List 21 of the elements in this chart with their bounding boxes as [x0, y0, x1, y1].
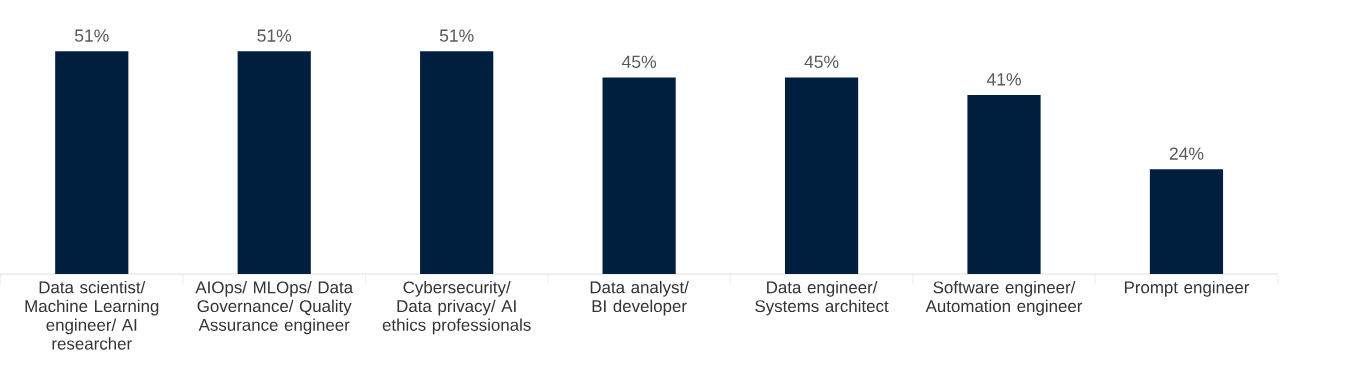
data-label: 45%	[804, 55, 839, 69]
bar	[967, 94, 1041, 275]
x-tick-label: Cybersecurity/ Data privacy/ AI ethics professionals	[382, 280, 531, 335]
bar	[55, 51, 129, 275]
x-tick-label: Data engineer/ Systems architect	[755, 280, 889, 316]
x-tick-label: Data scientist/ Machine Learning engineer/ AI researcher	[25, 280, 159, 350]
data-label: 41%	[986, 73, 1021, 86]
bar	[420, 51, 494, 275]
data-label: 45%	[621, 55, 657, 69]
data-label: 51%	[257, 29, 292, 42]
data-label: 51%	[439, 29, 474, 42]
bar	[1149, 169, 1224, 275]
data-label: 51%	[74, 29, 109, 42]
bar	[602, 77, 676, 275]
bar	[784, 77, 859, 275]
x-tick-label: Data analyst/ BI developer	[590, 280, 689, 316]
x-tick-label: AIOps/ MLOps/ Data Governance/ Quality Assurance engineer	[195, 280, 354, 335]
x-tick-label: Prompt engineer	[1124, 280, 1250, 297]
data-label: 24%	[1169, 147, 1204, 160]
x-tick-label: Software engineer/ Automation engineer	[925, 280, 1083, 316]
bar	[237, 51, 311, 275]
